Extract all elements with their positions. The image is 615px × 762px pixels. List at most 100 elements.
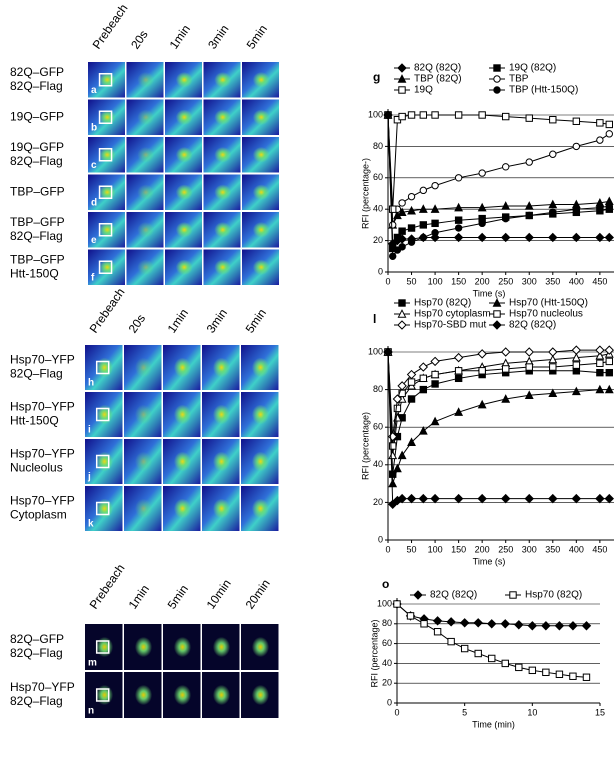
bleach-box (95, 688, 110, 702)
marker (581, 621, 592, 631)
marker (571, 352, 581, 362)
cell-spot (252, 184, 270, 201)
marker (398, 112, 406, 121)
x-tick-label: 50 (407, 544, 417, 554)
marker (524, 493, 534, 504)
column-header: Prebeach (87, 285, 128, 335)
row-label: Hsp70–YFP (10, 494, 75, 508)
x-tick-label: 300 (522, 276, 537, 286)
marker (605, 202, 613, 210)
marker (493, 310, 501, 318)
marker (418, 362, 429, 372)
marker (554, 621, 565, 631)
marker (419, 186, 428, 195)
column-header: 3min (205, 22, 231, 51)
marker (431, 380, 439, 388)
cell-spot (95, 498, 114, 519)
marker (515, 663, 523, 672)
cell-spot (173, 684, 192, 706)
cell-spot (251, 684, 270, 706)
marker (397, 63, 407, 73)
marker (398, 243, 406, 251)
marker (596, 136, 604, 144)
x-tick-label: 250 (498, 276, 513, 286)
marker (393, 233, 402, 242)
column-header: 10min (204, 577, 234, 612)
marker (542, 668, 550, 677)
marker (492, 298, 502, 307)
x-tick-label: 200 (475, 544, 490, 554)
row-label: Htt-150Q (10, 414, 59, 428)
column-header: 1min (126, 582, 152, 611)
x-tick-label: 150 (451, 276, 466, 286)
marker (392, 463, 402, 473)
marker (605, 130, 613, 138)
cell-spot (173, 357, 192, 378)
marker (420, 620, 428, 628)
row-label: TBP–GFP (10, 252, 65, 266)
marker (398, 299, 406, 307)
cell-spot (212, 404, 231, 425)
column-header: 20s (128, 28, 151, 52)
cell-spot (214, 259, 232, 276)
marker (389, 221, 397, 229)
cell-spot (137, 109, 155, 126)
marker (569, 672, 577, 680)
x-axis-label: Time (s) (473, 556, 506, 566)
cell-spot (95, 357, 114, 378)
marker (571, 493, 582, 504)
row-label: 82Q–Flag (10, 694, 63, 708)
marker (493, 64, 501, 72)
marker (398, 86, 406, 94)
marker (571, 386, 581, 396)
marker (477, 399, 487, 409)
x-tick-label: 100 (428, 276, 443, 286)
marker (571, 345, 582, 355)
cell-spot (251, 498, 270, 519)
bleach-box (98, 110, 113, 124)
marker (488, 654, 496, 663)
marker (548, 354, 558, 364)
marker (397, 381, 407, 391)
y-axis-label: RFI (percentage-) (360, 158, 370, 229)
x-tick-label: 10 (527, 707, 537, 717)
cell-spot (95, 684, 114, 706)
marker (474, 649, 482, 658)
marker (524, 201, 534, 210)
y-tick-label: 40 (373, 459, 383, 469)
marker (407, 205, 416, 215)
row-label: 82Q–Flag (10, 229, 63, 243)
y-tick-label: 100 (377, 598, 392, 608)
y-tick-label: 80 (373, 141, 383, 151)
marker (397, 74, 407, 83)
marker (407, 111, 416, 119)
x-tick-label: 450 (592, 544, 607, 554)
panel-letter: j (87, 472, 91, 483)
x-tick-label: 150 (451, 544, 466, 554)
panel-letter: n (88, 706, 94, 717)
y-tick-label: 40 (373, 204, 383, 214)
marker (446, 617, 456, 627)
cell-spot (251, 404, 270, 425)
cell-spot (252, 146, 270, 163)
cell-spot (252, 259, 270, 276)
bleach-box (98, 185, 113, 199)
row-label: TBP–GFP (10, 184, 65, 198)
marker (549, 208, 557, 217)
marker (541, 621, 551, 631)
cell-spot (175, 259, 193, 276)
chart-title: l (373, 312, 376, 326)
panel-letter: b (91, 123, 97, 134)
marker (572, 142, 581, 151)
row-label: 82Q–Flag (10, 154, 63, 168)
bleach-box (95, 407, 110, 422)
marker (418, 493, 429, 504)
marker (389, 205, 397, 213)
cell-spot (214, 109, 232, 126)
marker (430, 204, 440, 213)
cell-spot (175, 71, 193, 88)
cell-spot (134, 498, 153, 519)
cell-spot (175, 109, 193, 126)
cell-spot (173, 404, 192, 425)
legend-label: 19Q (82Q) (509, 63, 556, 74)
